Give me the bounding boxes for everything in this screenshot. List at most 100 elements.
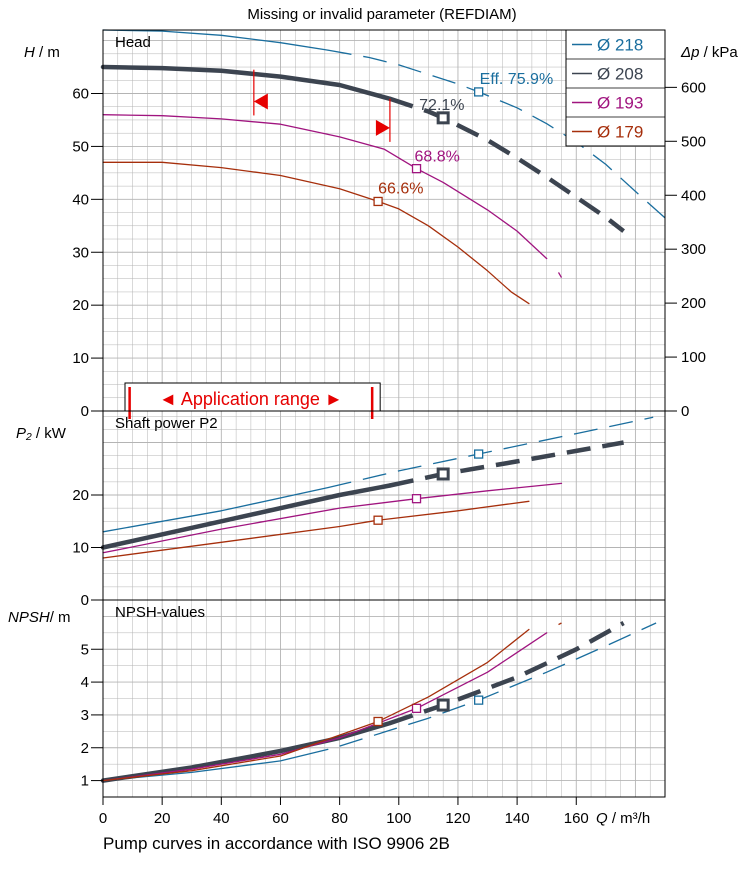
head-series-d193-duty-point	[411, 163, 422, 174]
npsh-ytick-label: 1	[81, 773, 89, 790]
npsh-ylabel-unit: / m	[50, 609, 71, 626]
head-y2label-var: Δp	[680, 44, 699, 61]
npsh-series-d193-duty-point	[411, 703, 422, 713]
diameter-legend: Ø 218 Ø 208 Ø 193 Ø 179	[565, 29, 666, 147]
power-ytick-label: 0	[81, 592, 89, 609]
npsh-xtick-label: 120	[445, 810, 470, 827]
power-series-d179-solid-line	[102, 500, 530, 559]
range-marker-arrow-left	[253, 93, 268, 110]
application-range-label: ◄ Application range ►	[159, 389, 343, 409]
npsh-ytick-label: 4	[81, 674, 89, 691]
npsh-xtick-label: 0	[99, 810, 107, 827]
power-ylabel: P₂ / kW	[16, 425, 67, 442]
frame-layer: Ø 218 Ø 208 Ø 193 Ø 179 ◄ Application range …	[91, 29, 677, 805]
head-series-d208-solid-line	[100, 64, 393, 102]
npsh-series-d208-solid-line	[100, 720, 393, 783]
head-ytick-label: 10	[72, 350, 89, 367]
head-series-d218-duty-point	[474, 87, 484, 97]
legend-label-d208: Ø 208	[597, 65, 643, 84]
head-y2label: Δp / kPa	[680, 44, 738, 61]
head-ytick-label: 30	[72, 244, 89, 261]
head-series-d179-efficiency-label: 66.6%	[378, 180, 423, 197]
head-series-d193-efficiency-label: 68.8%	[415, 149, 460, 166]
power-grid	[103, 411, 665, 600]
legend-label-d193: Ø 193	[597, 94, 643, 113]
head-panel-title: Head	[115, 34, 151, 51]
npsh-ylabel-var: NPSH	[8, 609, 50, 626]
npsh-series-d208-dashed-line	[389, 621, 625, 726]
head-y2label-unit: / kPa	[699, 44, 738, 61]
npsh-xtick-label: 140	[505, 810, 530, 827]
power-series-d193-solid-line	[102, 482, 563, 554]
npsh-series-d218-duty-point	[474, 695, 484, 705]
npsh-xtick-label: 100	[386, 810, 411, 827]
npsh-xtick-label: 80	[331, 810, 348, 827]
npsh-series-d193-solid-line	[102, 632, 548, 782]
power-series-d208-dashed-line	[389, 440, 624, 488]
head-ylabel-var: H	[24, 44, 35, 61]
npsh-ytick-label: 2	[81, 740, 89, 757]
power-ylabel-var: P₂	[16, 425, 32, 442]
head-series-d208-dashed-line	[389, 96, 625, 233]
head-ylabel: H / m	[24, 44, 60, 61]
head-y2tick-label: 200	[681, 295, 706, 312]
grid-layer	[103, 30, 665, 797]
chart-header-warning: Missing or invalid parameter (REFDIAM)	[247, 6, 516, 23]
application-range: ◄ Application range ►	[124, 382, 381, 419]
head-series-d208-efficiency-label: 72.1%	[419, 97, 464, 114]
npsh-ylabel: NPSH/ m	[8, 609, 71, 626]
npsh-xtick-label: 20	[154, 810, 171, 827]
application-range-box	[124, 382, 381, 412]
npsh-series-d179-duty-point	[373, 716, 383, 727]
head-ytick-label: 20	[72, 297, 89, 314]
npsh-series-d179-dashed-line	[558, 622, 562, 626]
head-y2tick-label: 600	[681, 79, 706, 96]
power-series-d208-duty-point	[436, 467, 450, 481]
chart-footer-standard: Pump curves in accordance with ISO 9906 …	[103, 834, 450, 853]
curves-layer	[100, 29, 666, 783]
head-y2tick-label: 500	[681, 133, 706, 150]
npsh-panel-title: NPSH-values	[115, 604, 205, 621]
head-series-d218-solid-line	[102, 29, 329, 51]
head-series-d193-solid-line	[102, 114, 548, 260]
head-y2tick-label: 100	[681, 349, 706, 366]
power-series-d193-duty-point	[411, 494, 422, 504]
power-series-d179-duty-point	[373, 515, 383, 525]
npsh-series-d208-duty-point	[436, 698, 450, 712]
npsh-series-d218-solid-line	[102, 748, 329, 782]
head-ytick-label: 50	[72, 138, 89, 155]
npsh-xlabel-unit: / m³/h	[608, 810, 651, 827]
legend-label-d179: Ø 179	[597, 123, 643, 142]
head-y2tick-label: 0	[681, 403, 689, 420]
head-y2tick-label: 300	[681, 241, 706, 258]
legend-label-d218: Ø 218	[597, 36, 643, 55]
power-ytick-label: 10	[72, 540, 89, 557]
head-series-d208-duty-point	[436, 111, 450, 125]
npsh-grid	[103, 600, 665, 797]
head-y2tick-label: 400	[681, 187, 706, 204]
power-series-d208-solid-line	[100, 483, 393, 550]
npsh-xlabel-var: Q	[596, 810, 608, 827]
head-series-d218-dashed-line	[327, 49, 666, 219]
npsh-ytick-label: 5	[81, 641, 89, 658]
power-series-d218-duty-point	[474, 449, 484, 459]
head-series-d179-solid-line	[102, 161, 530, 305]
head-ytick-label: 60	[72, 86, 89, 103]
npsh-xlabel: Q / m³/h	[596, 810, 650, 827]
head-grid	[103, 30, 665, 411]
npsh-panel-frame	[102, 599, 666, 798]
head-series-d179-duty-point	[373, 196, 383, 207]
npsh-xtick-label: 40	[213, 810, 230, 827]
head-ytick-label: 40	[72, 191, 89, 208]
power-ylabel-unit: / kW	[32, 425, 67, 442]
power-panel-title: Shaft power P2	[115, 415, 218, 432]
npsh-xtick-label: 60	[272, 810, 289, 827]
npsh-series-d218-dashed-line	[339, 622, 657, 747]
head-series-d218-efficiency-label: Eff. 75.9%	[480, 71, 554, 88]
head-series-d193-dashed-line	[557, 272, 563, 278]
head-ytick-label: 0	[81, 403, 89, 420]
range-marker-arrow-right	[375, 119, 390, 136]
power-ytick-label: 20	[72, 487, 89, 504]
